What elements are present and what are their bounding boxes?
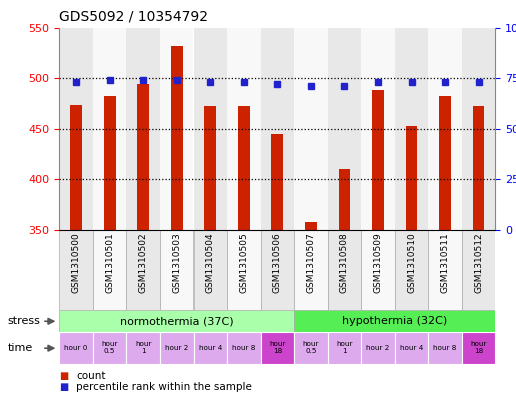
Bar: [194, 230, 227, 310]
Bar: [294, 310, 495, 332]
Text: hour 0: hour 0: [64, 345, 88, 351]
Bar: [439, 96, 451, 230]
Bar: [194, 332, 227, 364]
Bar: [294, 28, 328, 230]
Bar: [126, 28, 160, 230]
Bar: [428, 332, 462, 364]
Text: hour
18: hour 18: [269, 341, 285, 354]
Bar: [261, 230, 294, 310]
Bar: [338, 169, 350, 230]
Bar: [395, 230, 428, 310]
Text: count: count: [76, 371, 106, 382]
Text: hour
1: hour 1: [135, 341, 151, 354]
Text: hour 8: hour 8: [433, 345, 457, 351]
Text: hour
1: hour 1: [336, 341, 352, 354]
Bar: [93, 28, 126, 230]
Bar: [372, 90, 384, 230]
Text: time: time: [8, 343, 33, 353]
Text: hypothermia (32C): hypothermia (32C): [342, 316, 447, 326]
Bar: [227, 28, 261, 230]
Bar: [428, 28, 462, 230]
Text: hour
0.5: hour 0.5: [102, 341, 118, 354]
Bar: [59, 28, 93, 230]
Bar: [328, 230, 361, 310]
Bar: [473, 107, 485, 230]
Bar: [462, 28, 495, 230]
Bar: [261, 28, 294, 230]
Text: stress: stress: [8, 316, 41, 327]
Bar: [137, 84, 149, 230]
Bar: [93, 230, 126, 310]
Text: normothermia (37C): normothermia (37C): [120, 316, 234, 326]
Bar: [194, 28, 227, 230]
Bar: [160, 332, 194, 364]
Text: ■: ■: [59, 371, 69, 382]
Bar: [406, 126, 417, 230]
Bar: [271, 134, 283, 230]
Bar: [395, 28, 428, 230]
Bar: [238, 107, 250, 230]
Text: hour 2: hour 2: [165, 345, 188, 351]
Bar: [160, 230, 194, 310]
Bar: [361, 230, 395, 310]
Text: hour
0.5: hour 0.5: [303, 341, 319, 354]
Text: ■: ■: [59, 382, 69, 392]
Bar: [294, 332, 328, 364]
Bar: [361, 332, 395, 364]
Bar: [204, 107, 216, 230]
Bar: [361, 28, 395, 230]
Text: hour 2: hour 2: [366, 345, 390, 351]
Bar: [395, 332, 428, 364]
Text: hour 8: hour 8: [232, 345, 255, 351]
Bar: [104, 96, 116, 230]
Bar: [70, 105, 82, 230]
Text: hour
18: hour 18: [471, 341, 487, 354]
Bar: [261, 332, 294, 364]
Text: hour 4: hour 4: [199, 345, 222, 351]
Bar: [160, 28, 194, 230]
Bar: [59, 310, 294, 332]
Bar: [328, 28, 361, 230]
Bar: [328, 332, 361, 364]
Bar: [305, 222, 317, 230]
Bar: [294, 230, 328, 310]
Text: percentile rank within the sample: percentile rank within the sample: [76, 382, 252, 392]
Bar: [93, 332, 126, 364]
Bar: [227, 230, 261, 310]
Bar: [171, 46, 183, 230]
Bar: [59, 332, 93, 364]
Bar: [126, 230, 160, 310]
Bar: [428, 230, 462, 310]
Bar: [227, 332, 261, 364]
Bar: [462, 332, 495, 364]
Text: GDS5092 / 10354792: GDS5092 / 10354792: [59, 10, 208, 24]
Bar: [59, 230, 93, 310]
Bar: [126, 332, 160, 364]
Bar: [462, 230, 495, 310]
Text: hour 4: hour 4: [400, 345, 423, 351]
